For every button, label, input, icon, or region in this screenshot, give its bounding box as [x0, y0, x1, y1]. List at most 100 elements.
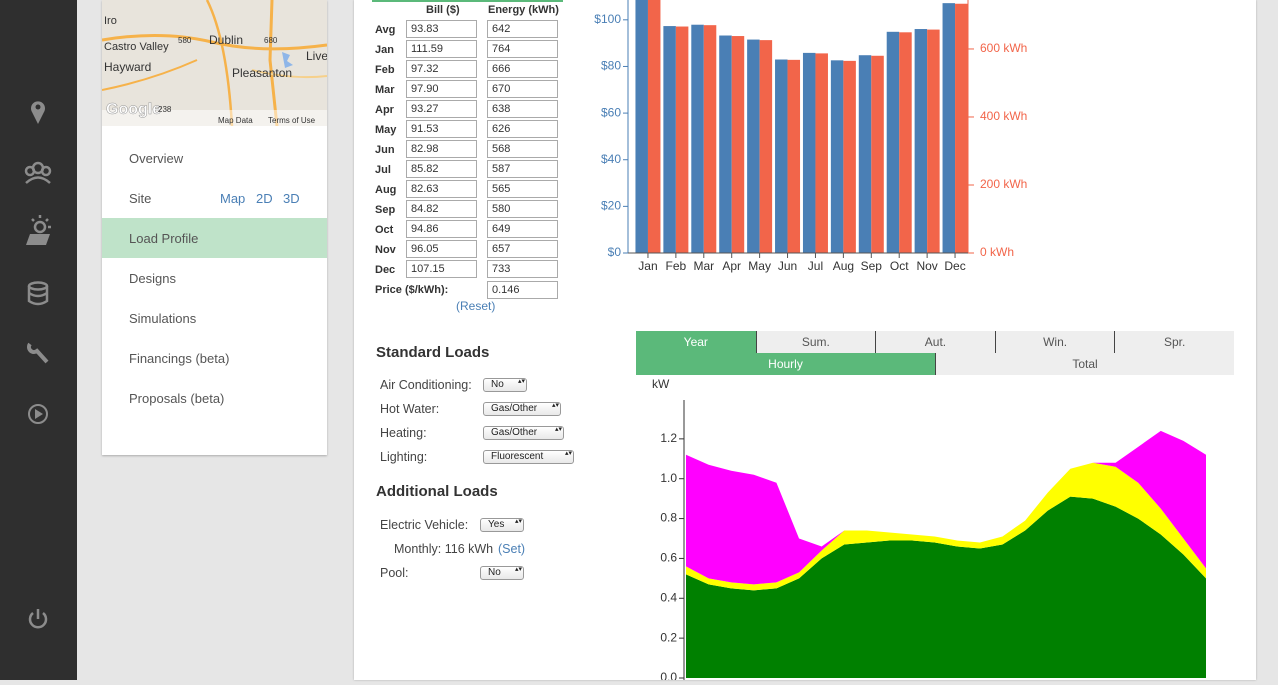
table-header: Bill ($): [426, 4, 460, 16]
map-label: Iro: [104, 15, 117, 27]
energy-input[interactable]: 626: [487, 120, 558, 138]
row-label: Apr: [375, 104, 394, 116]
nav-item[interactable]: Overview: [102, 138, 327, 178]
bill-input[interactable]: 82.63: [406, 180, 477, 198]
bill-input[interactable]: 91.53: [406, 120, 477, 138]
database-icon[interactable]: [27, 281, 49, 306]
set-link[interactable]: (Set): [498, 542, 526, 556]
monthly-text: Monthly: 116 kWh: [394, 542, 494, 556]
season-tab[interactable]: Win.: [994, 331, 1115, 353]
road: [251, 69, 327, 79]
nav-item[interactable]: Designs: [102, 258, 327, 298]
price-label: Price ($/kWh):: [375, 284, 449, 296]
price-input[interactable]: 0.146: [487, 281, 558, 299]
content: Bill ($) Energy (kWh) Avg 93.83 642 Jan 111.59…: [354, 0, 1256, 680]
bill-input[interactable]: 111.59: [406, 40, 477, 58]
bill-input[interactable]: 107.15: [406, 260, 477, 278]
nav-label: Proposals (beta): [129, 391, 225, 406]
users-icon[interactable]: [24, 161, 52, 184]
load-label: Heating:: [380, 426, 427, 440]
road: [268, 0, 279, 126]
lake: [282, 52, 293, 68]
nav-item[interactable]: Proposals (beta): [102, 378, 327, 418]
nav-item[interactable]: Financings (beta): [102, 338, 327, 378]
energy-input[interactable]: 568: [487, 140, 558, 158]
map-label: Pleasanton: [232, 66, 292, 80]
bill-input[interactable]: 85.82: [406, 160, 477, 178]
nav-item[interactable]: Load Profile: [102, 218, 327, 258]
map-footer: [102, 110, 327, 126]
row-label: Mar: [375, 84, 395, 96]
bill-input[interactable]: 94.86: [406, 220, 477, 238]
map-label: 238: [158, 105, 172, 114]
map-label: Hayward: [104, 60, 151, 74]
reset-link[interactable]: (Reset): [456, 299, 496, 313]
bill-input[interactable]: 93.27: [406, 100, 477, 118]
row-label: Avg: [375, 24, 396, 36]
energy-input[interactable]: 670: [487, 80, 558, 98]
energy-input[interactable]: 580: [487, 200, 558, 218]
nav-label: Designs: [129, 271, 176, 286]
nav-item[interactable]: Simulations: [102, 298, 327, 338]
map-label: Terms of Use: [268, 116, 316, 125]
nav-label: Simulations: [129, 311, 197, 326]
nav-label: Financings (beta): [129, 351, 230, 366]
load-label: Lighting:: [380, 450, 428, 464]
load-select[interactable]: Yes: [480, 518, 524, 532]
load-label: Air Conditioning:: [380, 378, 472, 392]
bill-input[interactable]: 96.05: [406, 240, 477, 258]
sidebar-icons: [24, 101, 52, 629]
site-link[interactable]: 2D: [256, 191, 273, 206]
road: [102, 59, 198, 91]
road: [102, 33, 327, 51]
mode-tab[interactable]: Total: [935, 353, 1234, 375]
site-link[interactable]: Map: [220, 191, 246, 206]
bill-input[interactable]: 84.82: [406, 200, 477, 218]
load-label: Pool:: [380, 566, 409, 580]
season-tab[interactable]: Spr.: [1114, 331, 1234, 353]
site-link[interactable]: 3D: [283, 191, 300, 206]
solar-icon[interactable]: [26, 215, 51, 245]
bill-input[interactable]: 97.32: [406, 60, 477, 78]
season-tab[interactable]: Sum.: [755, 331, 876, 353]
energy-input[interactable]: 733: [487, 260, 558, 278]
load-select[interactable]: Fluorescent: [483, 450, 574, 464]
energy-input[interactable]: 565: [487, 180, 558, 198]
mode-tab[interactable]: Hourly: [636, 353, 935, 375]
bill-input[interactable]: 97.90: [406, 80, 477, 98]
bill-input[interactable]: 93.83: [406, 20, 477, 38]
map[interactable]: Iro Castro Valley Dublin Pleasanton Hayward L…: [102, 0, 327, 126]
load-select[interactable]: Gas/Other: [483, 402, 561, 416]
load-label: Hot Water:: [380, 402, 440, 416]
power-icon[interactable]: [28, 609, 48, 629]
nav-item[interactable]: Site: [102, 178, 327, 218]
tools-icon[interactable]: [27, 342, 49, 364]
load-select[interactable]: No: [483, 378, 527, 392]
energy-input[interactable]: 587: [487, 160, 558, 178]
row-label: Dec: [375, 264, 396, 276]
energy-input[interactable]: 764: [487, 40, 558, 58]
energy-input[interactable]: 638: [487, 100, 558, 118]
map-label: Dublin: [209, 33, 243, 47]
row-label: Nov: [375, 244, 396, 256]
energy-input[interactable]: 657: [487, 240, 558, 258]
map-label: Map Data: [218, 116, 253, 125]
row-label: Feb: [375, 64, 395, 76]
location-icon[interactable]: [31, 101, 45, 124]
row-label: Sep: [375, 204, 396, 216]
map-label: 580: [178, 36, 192, 45]
energy-input[interactable]: 666: [487, 60, 558, 78]
bill-input[interactable]: 82.98: [406, 140, 477, 158]
row-label: Jan: [375, 44, 394, 56]
play-icon[interactable]: [28, 404, 48, 424]
load-select[interactable]: Gas/Other: [483, 426, 564, 440]
season-tab[interactable]: Year: [636, 331, 756, 353]
season-tab[interactable]: Aut.: [875, 331, 995, 353]
nav-label: Load Profile: [129, 231, 199, 246]
energy-input[interactable]: 649: [487, 220, 558, 238]
energy-input[interactable]: 642: [487, 20, 558, 38]
load-select[interactable]: No: [480, 566, 524, 580]
row-label: Jul: [375, 164, 391, 176]
sidebar: [0, 0, 77, 680]
section-title: Additional Loads: [376, 483, 498, 500]
